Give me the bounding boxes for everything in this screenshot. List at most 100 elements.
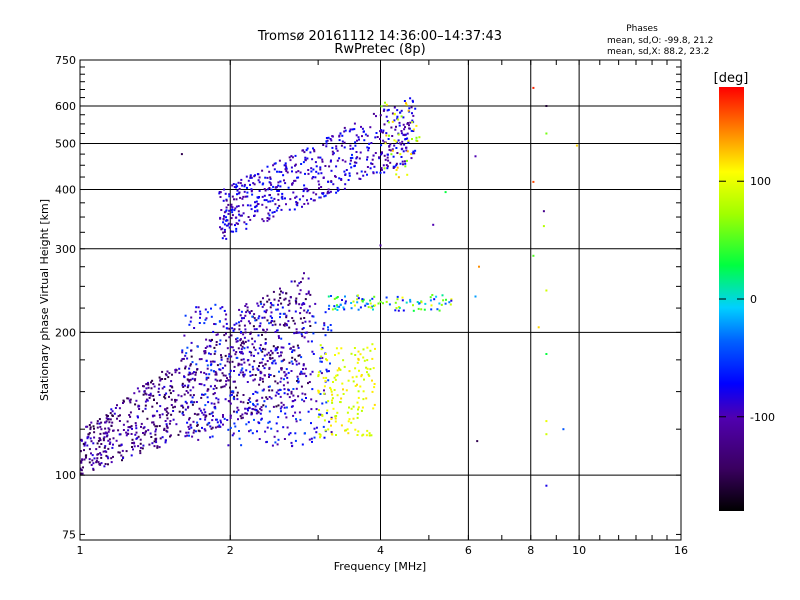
- data-point: [292, 191, 295, 194]
- data-point: [185, 352, 188, 355]
- data-point: [312, 168, 315, 171]
- data-point: [231, 195, 234, 198]
- data-point: [137, 435, 140, 438]
- data-point: [242, 394, 245, 396]
- data-point: [219, 419, 222, 422]
- data-point: [219, 425, 222, 428]
- data-point: [284, 164, 287, 167]
- data-point: [143, 390, 146, 393]
- data-point: [354, 428, 357, 431]
- data-point: [209, 345, 212, 348]
- data-point: [100, 453, 103, 456]
- data-point: [170, 404, 173, 406]
- data-point: [189, 389, 192, 392]
- data-point: [229, 417, 232, 419]
- data-point: [111, 421, 114, 424]
- data-point: [271, 362, 274, 365]
- data-point: [240, 363, 243, 366]
- data-point: [116, 404, 118, 407]
- data-point: [185, 402, 188, 405]
- data-point: [263, 194, 266, 197]
- data-point: [109, 418, 112, 421]
- data-point: [233, 328, 236, 331]
- data-point: [231, 346, 234, 349]
- data-point: [305, 311, 308, 314]
- data-point: [219, 217, 222, 220]
- data-point: [354, 144, 357, 147]
- data-point: [395, 147, 398, 149]
- data-point: [282, 346, 285, 349]
- data-point: [344, 129, 347, 132]
- data-point: [362, 390, 365, 393]
- data-point: [303, 272, 305, 275]
- data-point: [408, 127, 411, 130]
- data-point: [303, 336, 306, 339]
- data-point: [263, 316, 266, 319]
- data-point: [248, 430, 250, 433]
- data-point: [366, 359, 369, 362]
- data-point: [197, 413, 200, 416]
- data-point: [391, 149, 394, 152]
- data-point: [100, 456, 103, 459]
- data-point: [277, 389, 280, 392]
- data-point: [242, 358, 245, 361]
- data-point: [204, 350, 207, 352]
- data-point: [267, 212, 270, 215]
- data-point: [225, 237, 228, 240]
- data-point: [410, 157, 413, 160]
- data-point: [290, 166, 293, 169]
- data-point: [388, 148, 391, 151]
- data-point: [122, 429, 125, 431]
- data-point: [240, 178, 243, 181]
- data-point: [545, 289, 548, 292]
- data-point: [212, 415, 214, 417]
- data-point: [187, 405, 190, 408]
- x-tick-label: 1: [77, 544, 84, 557]
- data-point: [229, 426, 232, 429]
- data-point: [203, 371, 206, 374]
- data-point: [210, 315, 213, 318]
- data-point: [129, 401, 132, 404]
- data-point: [366, 371, 368, 374]
- data-point: [80, 467, 82, 470]
- data-point: [227, 444, 230, 447]
- data-point: [246, 346, 249, 349]
- data-point: [266, 176, 269, 179]
- data-point: [319, 357, 322, 360]
- data-point: [329, 362, 331, 365]
- data-point: [231, 360, 234, 363]
- data-point: [275, 347, 278, 350]
- data-point: [357, 430, 360, 433]
- data-point: [272, 164, 275, 167]
- data-point: [350, 352, 353, 355]
- data-point: [259, 407, 262, 410]
- data-point: [333, 389, 336, 391]
- data-point: [238, 188, 241, 190]
- data-point: [220, 358, 223, 361]
- data-point: [203, 352, 206, 355]
- data-point: [330, 295, 332, 297]
- data-point: [341, 134, 344, 137]
- data-point: [204, 347, 207, 349]
- data-point: [138, 405, 141, 408]
- data-point: [320, 348, 323, 351]
- data-point: [297, 170, 300, 173]
- data-point: [261, 358, 264, 361]
- data-point: [228, 209, 231, 212]
- data-point: [323, 436, 326, 439]
- data-point: [297, 395, 300, 398]
- data-point: [395, 164, 398, 167]
- data-point: [332, 183, 335, 186]
- data-point: [407, 109, 410, 112]
- data-point: [284, 182, 287, 185]
- data-point: [383, 108, 386, 111]
- data-point: [396, 152, 399, 154]
- data-point: [184, 384, 186, 387]
- data-point: [361, 300, 364, 303]
- data-point: [393, 144, 396, 147]
- data-point: [261, 183, 264, 186]
- data-point: [248, 363, 251, 366]
- data-point: [270, 427, 273, 430]
- data-point: [374, 136, 377, 139]
- data-point: [248, 406, 251, 409]
